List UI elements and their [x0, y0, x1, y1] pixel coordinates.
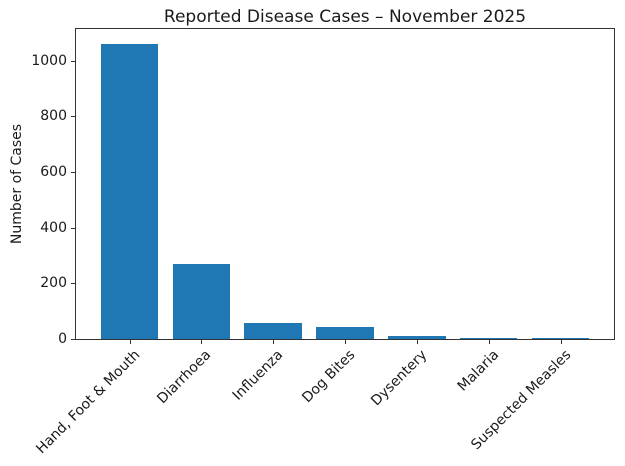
- bar-suspected-measles: [531, 338, 590, 339]
- x-tick-hand-foot-mouth: [129, 340, 131, 344]
- bar-influenza: [244, 323, 302, 339]
- plot-area: [75, 28, 615, 340]
- x-tick-label-malaria: Malaria: [454, 347, 503, 395]
- x-tick-label-dysentery: Dysentery: [367, 347, 431, 410]
- y-tick-600: [71, 171, 75, 173]
- x-tick-suspected-measles: [560, 340, 562, 344]
- y-tick-1000: [71, 60, 75, 62]
- y-tick-label-600: 600: [40, 163, 67, 180]
- y-tick-label-800: 800: [40, 108, 67, 125]
- y-axis-label: Number of Cases: [9, 123, 25, 245]
- y-tick-label-400: 400: [40, 219, 67, 236]
- x-tick-label-dog-bites: Dog Bites: [299, 347, 359, 407]
- x-tick-dysentery: [416, 340, 418, 344]
- bar-diarrhoea: [172, 263, 231, 339]
- bar-dysentery: [388, 336, 446, 339]
- bar-hand-foot-mouth: [100, 43, 159, 339]
- x-tick-dog-bites: [345, 340, 346, 344]
- y-tick-label-200: 200: [40, 275, 67, 292]
- y-tick-800: [71, 116, 75, 118]
- x-tick-label-influenza: Influenza: [229, 347, 287, 404]
- x-tick-influenza: [273, 340, 275, 344]
- bar-dog-bites: [316, 326, 374, 339]
- x-tick-diarrhoea: [201, 340, 203, 344]
- y-tick-200: [71, 283, 75, 285]
- y-tick-400: [71, 227, 75, 229]
- y-tick-label-0: 0: [58, 331, 67, 347]
- x-tick-label-diarrhoea: Diarrhoea: [154, 347, 215, 408]
- y-tick-0: [71, 339, 75, 340]
- y-tick-label-1000: 1000: [31, 52, 67, 69]
- chart-title: Reported Disease Cases – November 2025: [163, 7, 527, 27]
- x-tick-malaria: [488, 340, 490, 344]
- bar-malaria: [459, 337, 518, 339]
- x-tick-label-hand-foot-mouth: Hand, Foot & Mouth: [32, 347, 143, 458]
